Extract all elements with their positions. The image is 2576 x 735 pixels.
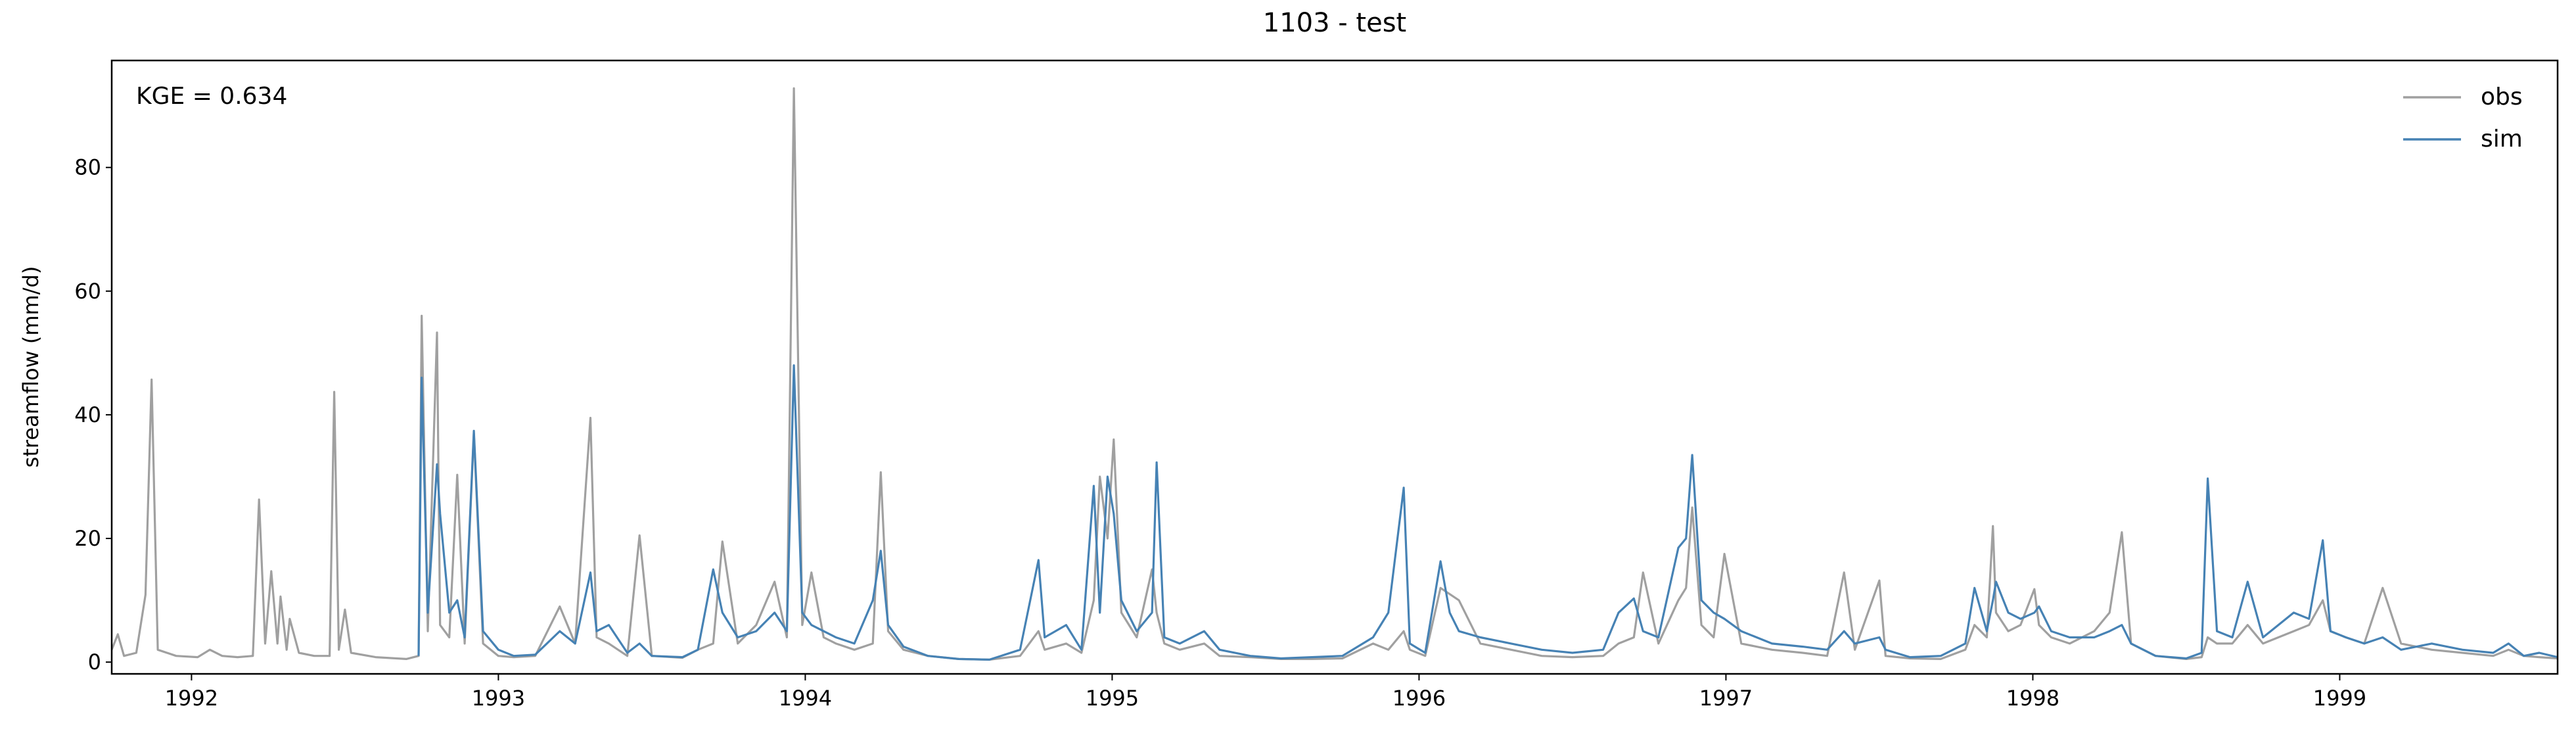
legend-label: obs: [2481, 83, 2523, 110]
y-tick-label: 0: [88, 650, 101, 675]
legend-label: sim: [2481, 126, 2523, 153]
x-tick-label: 1992: [165, 686, 218, 711]
y-axis-label: streamflow (mm/d): [18, 266, 43, 468]
plot-area: [112, 87, 2558, 661]
plot-frame: [110, 59, 2559, 675]
x-tick-label: 1994: [779, 686, 832, 711]
series-line: [112, 87, 2558, 661]
x-tick-label: 1999: [2313, 686, 2366, 711]
y-tick-label: 40: [74, 402, 101, 427]
annotation: KGE = 0.634: [136, 83, 287, 110]
x-tick-label: 1993: [472, 686, 525, 711]
series-line: [417, 364, 2558, 661]
x-tick-label: 1997: [1699, 686, 1753, 711]
y-tick-label: 20: [74, 526, 101, 551]
x-tick-label: 1998: [2006, 686, 2059, 711]
y-tick-label: 60: [74, 279, 101, 304]
y-tick-label: 80: [74, 155, 101, 180]
x-tick-label: 1995: [1086, 686, 1139, 711]
chart-title: 1103 - test: [1263, 8, 1406, 38]
x-tick-label: 1996: [1392, 686, 1446, 711]
